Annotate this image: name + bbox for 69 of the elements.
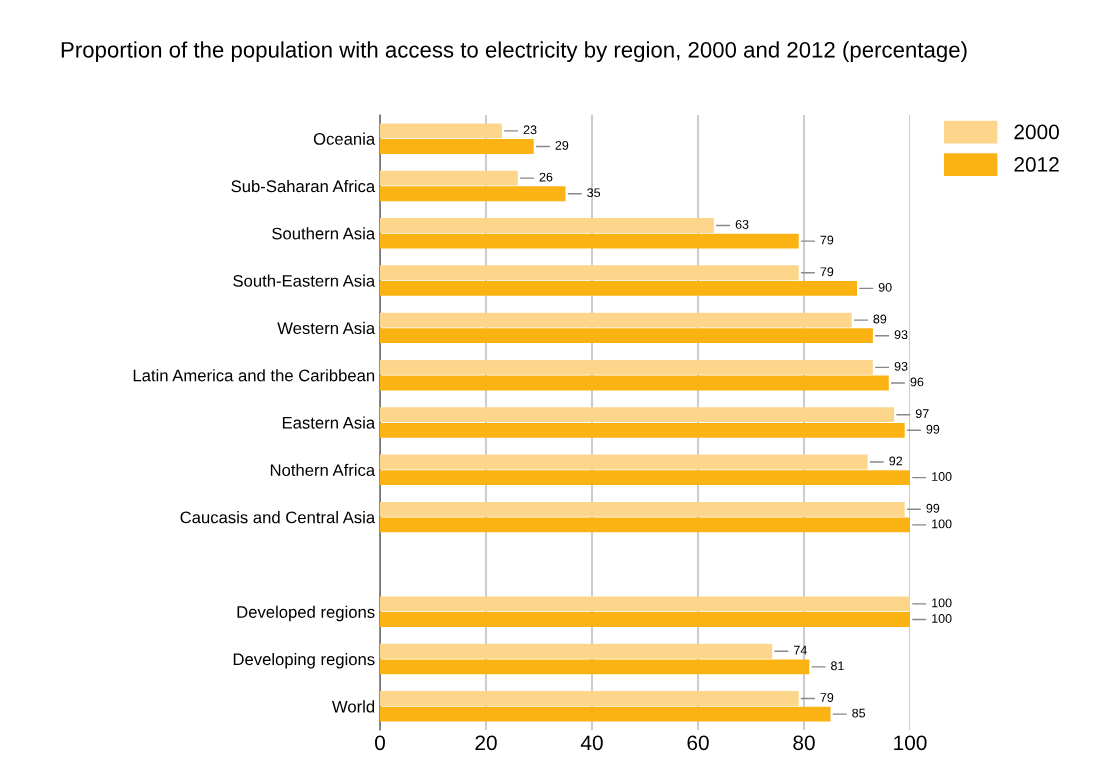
data-label: 29: [555, 140, 569, 150]
data-label: 93: [894, 361, 908, 371]
bar: [380, 659, 810, 675]
bar: [380, 139, 534, 154]
bar: [380, 233, 799, 249]
data-label: 79: [820, 235, 834, 245]
bar: [380, 375, 889, 391]
data-label: 26: [539, 172, 553, 182]
bar: [380, 691, 799, 706]
y-tick-label: Nothern Africa: [270, 463, 376, 477]
bar: [380, 454, 868, 470]
data-label: 97: [915, 409, 929, 419]
x-tick-label: 80: [793, 735, 815, 751]
x-tick-label: 60: [687, 735, 709, 751]
y-tick-label: Southern Asia: [272, 227, 376, 240]
y-tick-label: Eastern Asia: [282, 416, 376, 429]
chart-title: Proportion of the population with access to electricity by region, 2000 and 2012 (percentage): [61, 41, 967, 63]
bar: [380, 470, 910, 486]
y-tick-label: Latin America and the Caribbean: [133, 369, 375, 382]
x-tick-label: 20: [475, 735, 497, 751]
y-tick-label: Oceania: [313, 132, 376, 145]
y-tick-label: World: [331, 700, 375, 713]
x-tick-label: 100: [894, 735, 927, 751]
data-label: 81: [831, 661, 844, 671]
bar: [380, 596, 910, 612]
data-label: 85: [852, 708, 866, 718]
data-label: 93: [894, 330, 908, 340]
data-label: 79: [820, 267, 834, 277]
data-label: 90: [878, 282, 892, 292]
data-label: 89: [873, 314, 887, 324]
bar: [380, 422, 905, 438]
data-label: 100: [932, 614, 952, 623]
data-label: 92: [889, 456, 903, 466]
bar: [380, 612, 910, 627]
data-label: 23: [523, 125, 537, 135]
bar: [380, 123, 502, 139]
bar: [380, 170, 518, 186]
bar: [380, 501, 905, 517]
bar: [380, 312, 852, 328]
bar: [380, 517, 910, 533]
bar: [380, 328, 873, 344]
data-label: 100: [932, 598, 952, 608]
bar: [380, 280, 857, 296]
data-label: 100: [932, 472, 952, 481]
bar: [380, 643, 773, 659]
data-label: 96: [910, 377, 924, 387]
bar: [380, 359, 873, 375]
x-tick-label: 40: [580, 735, 603, 751]
bar: [380, 186, 566, 202]
y-tick-label: Developed regions: [237, 605, 375, 622]
bar: [380, 706, 831, 722]
y-tick-label: Sub-Saharan Africa: [231, 179, 376, 193]
data-label: 100: [932, 519, 952, 529]
bar: [380, 218, 714, 233]
data-label: 74: [794, 645, 807, 655]
bar: [380, 265, 799, 281]
y-tick-label: Western Asia: [277, 321, 376, 335]
legend-label: 2000: [1014, 124, 1059, 140]
data-label: 35: [587, 188, 601, 198]
y-tick-label: Developing regions: [233, 653, 375, 669]
y-tick-label: Caucasis and Central Asia: [180, 511, 376, 524]
bar: [380, 407, 895, 423]
x-tick-label: 0: [375, 735, 385, 751]
data-label: 63: [735, 219, 749, 229]
y-tick-label: South-Eastern Asia: [233, 274, 376, 287]
data-label: 99: [926, 503, 940, 513]
data-label: 99: [926, 424, 940, 434]
data-label: 79: [820, 693, 834, 702]
legend-label: 2012: [1014, 157, 1059, 172]
